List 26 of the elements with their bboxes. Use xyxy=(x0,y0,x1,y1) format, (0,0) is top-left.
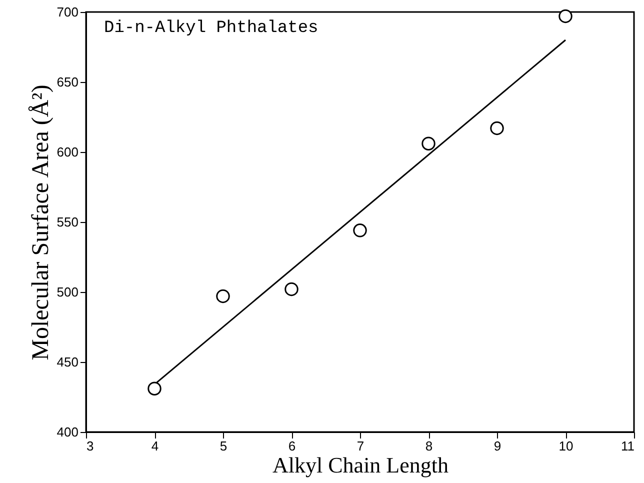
y-tick-label: 550 xyxy=(56,214,78,230)
point xyxy=(216,289,230,304)
x-tick-label: 3 xyxy=(86,438,94,454)
y-tick-label: 500 xyxy=(56,284,78,300)
y-tick-label: 600 xyxy=(56,144,78,160)
x-tick-label: 5 xyxy=(220,438,228,454)
x-tick-label: 4 xyxy=(151,438,159,454)
y-tick-label: 650 xyxy=(56,74,78,90)
point xyxy=(490,121,504,136)
point xyxy=(558,9,572,24)
y-tick-label: 400 xyxy=(56,424,78,440)
x-tick-label: 9 xyxy=(494,438,502,454)
y-axis-title: Molecular Surface Area (Å²) xyxy=(28,84,54,360)
y-tick-label: 700 xyxy=(56,4,78,20)
point xyxy=(353,224,367,238)
x-tick-label: 7 xyxy=(356,438,364,454)
x-tick-label: 8 xyxy=(425,438,433,454)
x-tick-label: 10 xyxy=(558,438,574,454)
x-tick-label: 6 xyxy=(288,438,296,454)
x-tick-label: 11 xyxy=(621,438,634,454)
point xyxy=(284,282,298,296)
y-tick-label: 450 xyxy=(56,354,78,370)
point xyxy=(422,136,436,150)
chart-title: Di-n-Alkyl Phthalates xyxy=(104,19,318,38)
x-axis-title: Alkyl Chain Length xyxy=(272,452,448,478)
point xyxy=(148,382,162,396)
